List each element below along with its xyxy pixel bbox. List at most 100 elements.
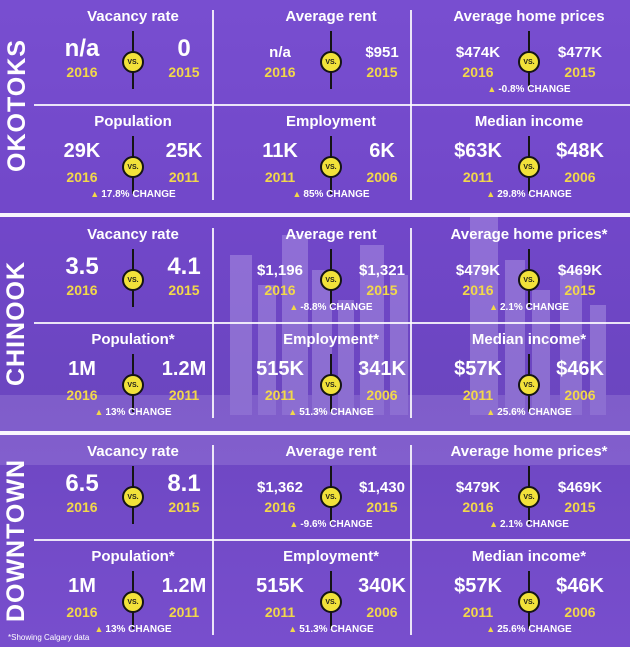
vs-badge-icon: VS. [518,156,540,178]
column-divider [212,228,214,418]
stat-card: Vacancy rate VS. 6.5 8.1 2016 2015 [34,435,232,535]
change-note: ▲ 51.3% CHANGE [232,624,430,635]
stat-year-previous: 2015 [366,282,398,298]
section-name: CHINOOK [2,260,31,386]
stat-year-previous: 2011 [168,604,200,620]
stat-year-previous: 2015 [168,499,200,515]
change-note: ▲ 2.1% CHANGE [430,519,628,530]
stat-card: Median income* VS. $57K $46K 2011 2006 ▲ 25.6% … [430,323,628,423]
stat-value-current: $1,196 [257,262,303,279]
stat-title: Median income* [471,331,587,348]
column-divider [212,445,214,635]
stat-title: Vacancy rate [87,226,179,243]
stat-year-current: 2016 [264,282,296,298]
stat-year-current: 2016 [264,64,296,80]
stat-year-previous: 2015 [564,64,596,80]
column-divider [410,10,412,200]
change-note: ▲ 85% CHANGE [232,189,430,200]
stat-card: Population* VS. 1M 1.2M 2016 2011 ▲ 13% CHANGE [34,540,232,640]
stat-year-previous: 2006 [366,169,398,185]
stat-title: Average home prices* [450,226,608,243]
stat-year-current: 2016 [66,169,98,185]
change-text: -0.8% CHANGE [498,84,571,95]
stat-value-previous: 6K [369,140,395,162]
vs-badge-icon: VS. [122,486,144,508]
stat-value-current: $57K [454,358,502,380]
row-divider [34,104,630,106]
triangle-icon: ▲ [292,189,302,199]
stat-year-previous: 2006 [564,387,596,403]
stat-title: Average rent [285,8,377,25]
triangle-icon: ▲ [486,189,496,199]
triangle-icon: ▲ [94,407,104,417]
vs-badge-icon: VS. [518,591,540,613]
stat-title: Vacancy rate [87,443,179,460]
vs-badge-icon: VS. [122,374,144,396]
stat-year-previous: 2011 [168,387,200,403]
section-label: OKOTOKS [0,0,34,210]
change-note: ▲ 13% CHANGE [34,407,232,418]
stat-value-previous: $46K [556,358,604,380]
stat-value-current: 3.5 [65,253,99,280]
row-divider [34,322,630,324]
change-text: 85% CHANGE [303,189,370,200]
column-divider [212,10,214,200]
triangle-icon: ▲ [288,407,298,417]
city-skyline-image [0,215,630,465]
stat-title: Median income* [471,548,587,565]
stat-value-previous: 340K [358,575,406,597]
vs-badge-icon: VS. [518,51,540,73]
stat-title: Employment [285,113,376,130]
stat-year-current: 2016 [462,499,494,515]
change-note: ▲ 25.6% CHANGE [430,407,628,418]
stat-year-current: 2011 [264,387,296,403]
stat-value-current: 29K [63,140,101,162]
section-okotoks: OKOTOKS Vacancy rate VS. n/a 0 2016 2015 Averag… [0,0,630,210]
triangle-icon: ▲ [94,624,104,634]
change-note: ▲ -9.6% CHANGE [232,519,430,530]
triangle-icon: ▲ [288,624,298,634]
stat-year-previous: 2006 [564,169,596,185]
vs-badge-icon: VS. [320,591,342,613]
stat-card: Vacancy rate VS. n/a 0 2016 2015 [34,0,232,100]
stat-year-current: 2016 [264,499,296,515]
stat-value-current: $474K [455,44,501,61]
stat-value-current: $479K [455,262,501,279]
stat-value-previous: $477K [557,44,603,61]
stat-value-previous: 1.2M [161,358,207,380]
stat-year-current: 2016 [462,64,494,80]
stat-year-previous: 2015 [564,282,596,298]
change-note: ▲ -8.8% CHANGE [232,302,430,313]
stat-card: Average home prices VS. $474K $477K 2016 2015… [430,0,628,100]
stat-title: Average rent [285,443,377,460]
stat-title: Employment* [283,331,379,348]
change-text: 51.3% CHANGE [299,624,374,635]
section-separator [0,431,630,435]
stat-value-previous: 4.1 [167,253,201,280]
stat-value-previous: $469K [557,479,603,496]
section-name: OKOTOKS [2,38,31,172]
section-separator [0,213,630,217]
stat-year-previous: 2015 [564,499,596,515]
stat-year-current: 2011 [264,604,296,620]
vs-badge-icon: VS. [122,156,144,178]
stat-year-previous: 2015 [366,499,398,515]
section-label: DOWNTOWN [0,435,34,645]
stat-value-previous: $1,321 [359,262,405,279]
vs-badge-icon: VS. [122,269,144,291]
stat-value-previous: $469K [557,262,603,279]
change-text: 13% CHANGE [105,407,172,418]
triangle-icon: ▲ [486,407,496,417]
vs-badge-icon: VS. [320,269,342,291]
vs-badge-icon: VS. [320,486,342,508]
stat-value-previous: 1.2M [161,575,207,597]
stat-card: Population* VS. 1M 1.2M 2016 2011 ▲ 13% CHANGE [34,323,232,423]
stat-title: Average home prices* [450,443,608,460]
triangle-icon: ▲ [487,84,497,94]
stat-year-current: 2011 [264,169,296,185]
change-text: 17.8% CHANGE [101,189,176,200]
stat-year-previous: 2015 [168,282,200,298]
stat-value-current: 515K [256,358,304,380]
stat-year-current: 2011 [462,169,494,185]
stat-year-current: 2016 [66,499,98,515]
